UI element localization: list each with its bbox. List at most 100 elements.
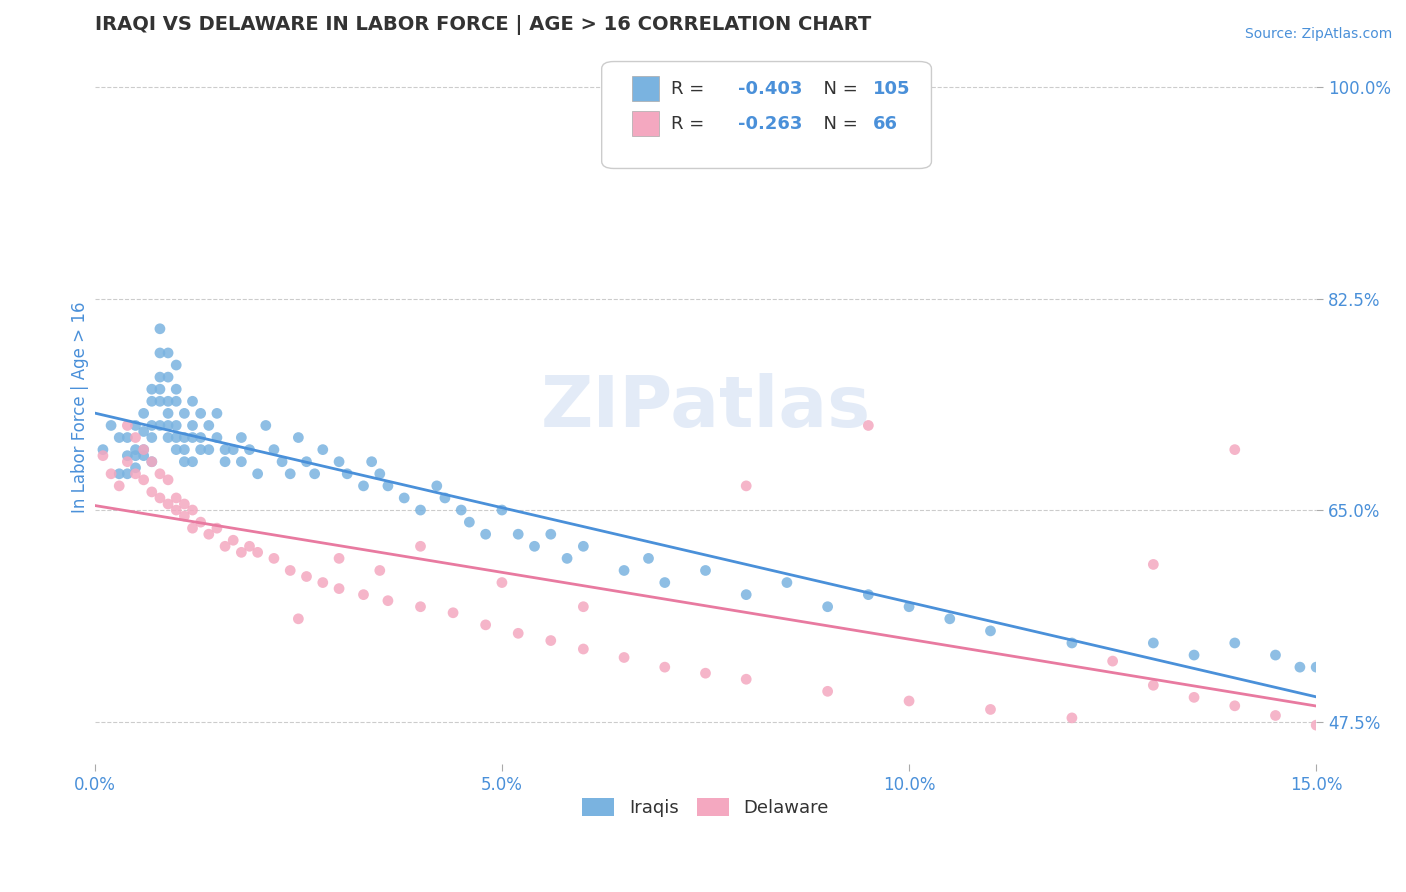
Text: IRAQI VS DELAWARE IN LABOR FORCE | AGE > 16 CORRELATION CHART: IRAQI VS DELAWARE IN LABOR FORCE | AGE >… — [94, 15, 872, 35]
Point — [181, 431, 204, 445]
Point — [353, 588, 375, 602]
Point — [124, 431, 146, 445]
Point — [181, 394, 204, 409]
Point — [165, 503, 187, 517]
Point — [1289, 660, 1312, 674]
Point — [132, 442, 155, 457]
Point — [613, 650, 636, 665]
Point — [214, 455, 236, 469]
Point — [141, 484, 163, 499]
Point — [231, 545, 253, 559]
Point — [173, 497, 195, 511]
Point — [540, 633, 562, 648]
Text: R =: R = — [671, 79, 710, 97]
Point — [157, 406, 180, 420]
Bar — [633, 76, 659, 101]
Point — [336, 467, 359, 481]
Point — [254, 418, 277, 433]
Point — [1305, 660, 1327, 674]
Point — [695, 666, 717, 681]
Point — [198, 442, 221, 457]
Point — [572, 539, 595, 553]
Point — [637, 551, 659, 566]
Point — [295, 569, 318, 583]
Text: N =: N = — [811, 115, 863, 133]
Text: 66: 66 — [873, 115, 898, 133]
Point — [312, 575, 335, 590]
Y-axis label: In Labor Force | Age > 16: In Labor Force | Age > 16 — [72, 301, 89, 513]
Point — [1060, 636, 1083, 650]
Point — [433, 491, 456, 505]
Point — [474, 527, 496, 541]
Point — [141, 382, 163, 396]
Point — [523, 539, 546, 553]
Point — [117, 449, 139, 463]
Point — [157, 394, 180, 409]
Text: R =: R = — [671, 115, 710, 133]
Point — [157, 431, 180, 445]
Point — [776, 575, 799, 590]
Point — [246, 467, 269, 481]
Point — [149, 491, 172, 505]
Point — [141, 394, 163, 409]
Point — [149, 467, 172, 481]
Point — [441, 606, 464, 620]
Point — [190, 406, 212, 420]
Point — [214, 442, 236, 457]
Point — [141, 455, 163, 469]
Point — [117, 431, 139, 445]
Point — [132, 425, 155, 439]
Point — [1223, 698, 1246, 713]
Point — [181, 455, 204, 469]
Point — [508, 527, 530, 541]
Point — [124, 418, 146, 433]
Point — [1264, 708, 1286, 723]
Point — [181, 503, 204, 517]
Text: 105: 105 — [873, 79, 910, 97]
Point — [100, 467, 122, 481]
Point — [474, 618, 496, 632]
Point — [979, 624, 1001, 638]
FancyBboxPatch shape — [602, 62, 931, 169]
Point — [695, 564, 717, 578]
Point — [190, 431, 212, 445]
Point — [165, 442, 187, 457]
Point — [271, 455, 294, 469]
Point — [328, 582, 350, 596]
Point — [377, 593, 399, 607]
Point — [613, 564, 636, 578]
Point — [263, 442, 285, 457]
Point — [91, 449, 114, 463]
Point — [124, 460, 146, 475]
Point — [124, 442, 146, 457]
Point — [231, 455, 253, 469]
Bar — [633, 112, 659, 136]
Point — [181, 521, 204, 535]
Point — [1142, 636, 1164, 650]
Point — [572, 599, 595, 614]
Point — [205, 521, 228, 535]
Point — [1142, 678, 1164, 692]
Point — [304, 467, 326, 481]
Point — [368, 467, 391, 481]
Point — [1182, 690, 1205, 705]
Point — [491, 503, 513, 517]
Point — [132, 449, 155, 463]
Point — [214, 539, 236, 553]
Point — [238, 539, 260, 553]
Point — [1305, 718, 1327, 732]
Point — [117, 455, 139, 469]
Point — [1060, 711, 1083, 725]
Point — [263, 551, 285, 566]
Point — [1182, 648, 1205, 662]
Point — [735, 588, 758, 602]
Point — [165, 394, 187, 409]
Point — [157, 497, 180, 511]
Text: -0.403: -0.403 — [738, 79, 803, 97]
Point — [157, 370, 180, 384]
Point — [287, 431, 309, 445]
Point — [278, 564, 301, 578]
Point — [149, 346, 172, 360]
Point — [409, 539, 432, 553]
Point — [124, 467, 146, 481]
